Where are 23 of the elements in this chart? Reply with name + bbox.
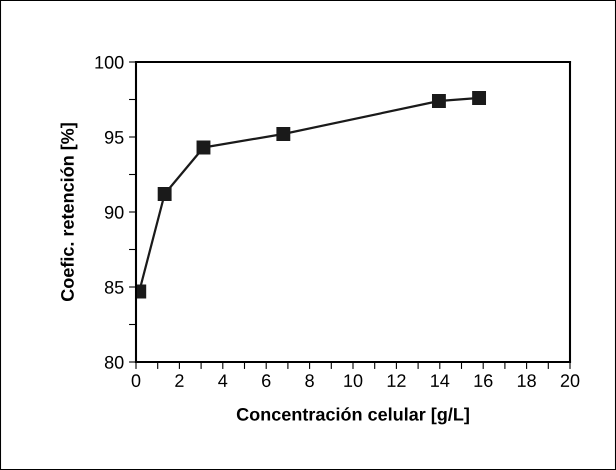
y-tick-label: 85 (104, 280, 124, 294)
x-tick-label: 20 (560, 374, 580, 388)
y-tick-label: 80 (104, 356, 124, 369)
x-tick-label: 2 (175, 374, 184, 387)
point (158, 187, 172, 201)
x-tick-label: 4 (218, 374, 228, 387)
x-tick-label: 6 (262, 374, 270, 388)
x-tick-label: 0 (132, 374, 140, 388)
y-tick-label: 90 (104, 206, 124, 219)
x-tick-label: 18 (518, 374, 536, 388)
x-tick-label: 14 (431, 374, 450, 387)
x-tick-label: 10 (344, 374, 362, 388)
y-tick-label: 100 (95, 56, 124, 69)
x-tick-label: 12 (388, 374, 406, 387)
point (196, 140, 210, 154)
y-axis-title: Coefic. retención [%] (60, 123, 78, 302)
y-tick-label: 95 (104, 130, 124, 144)
point (276, 127, 290, 141)
x-tick-label: 8 (305, 374, 314, 388)
x-tick-label: 16 (474, 374, 492, 388)
point (472, 91, 486, 105)
x-axis-title: Concentración celular [g/L] (236, 407, 469, 424)
point (432, 94, 446, 108)
